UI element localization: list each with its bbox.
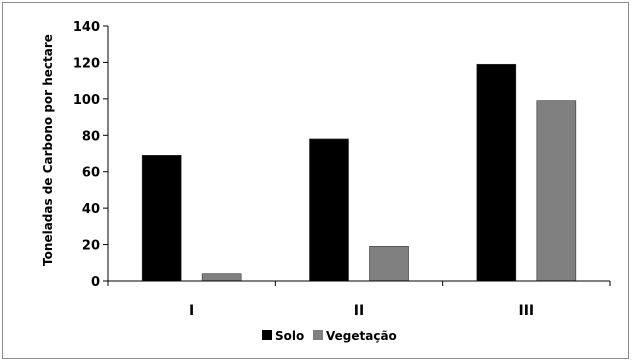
bar-vegeta-o-II [369,246,409,282]
bar-vegeta-o-III [536,100,577,282]
y-tick-label: 40 [82,202,100,217]
y-tick-label: 60 [82,166,100,181]
bar-solo-II [309,138,349,282]
x-tick-label: I [189,303,194,319]
y-tick-label: 140 [73,20,100,35]
x-tick-label: II [354,303,364,319]
y-tick-label: 100 [73,93,100,108]
y-tick-label: 0 [91,275,100,290]
x-axis: I II III [107,280,611,319]
bars [141,63,577,282]
legend-swatch [313,330,323,340]
y-tick-label: 20 [82,239,100,254]
bar-solo-III [476,63,517,282]
y-tick-label: 80 [82,129,100,144]
bar-solo-I [141,155,182,282]
y-axis-title: Toneladas de Carbono por hectare [41,34,55,266]
x-tick-label: III [519,303,535,319]
legend: Solo Vegetação [262,329,397,343]
bar-vegeta-o-I [201,273,242,282]
y-axis: 0 20 40 60 80 100 120 140 [73,20,109,290]
legend-label: Vegetação [326,329,397,343]
legend-label: Solo [275,329,304,343]
legend-swatch [262,330,272,340]
y-tick-label: 120 [73,56,100,71]
